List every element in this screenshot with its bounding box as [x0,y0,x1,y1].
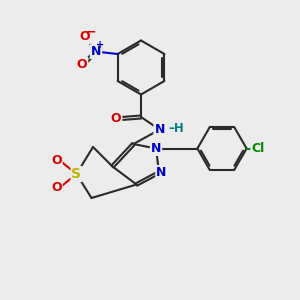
Text: −: − [86,25,97,38]
Text: O: O [111,112,122,125]
Text: O: O [51,181,62,194]
Text: O: O [76,58,87,71]
Text: O: O [79,30,90,43]
Text: Cl: Cl [251,142,265,155]
Text: N: N [156,166,167,179]
Text: +: + [97,40,105,50]
Text: N: N [154,123,165,136]
Text: N: N [91,45,101,58]
Text: N: N [151,142,161,155]
Text: –H: –H [169,122,184,135]
Text: S: S [71,167,82,181]
Text: O: O [51,154,62,167]
